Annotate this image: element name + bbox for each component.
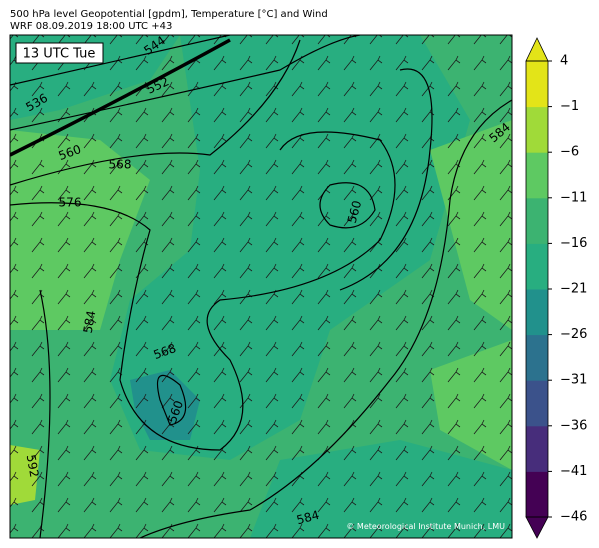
wind-barbs xyxy=(10,35,512,538)
contour xyxy=(10,38,231,157)
colorbar-band xyxy=(526,61,548,108)
map: 544 552 536 560 568 576 584 560 568 560 … xyxy=(10,35,512,538)
colorbar-band xyxy=(526,425,548,472)
contour-label: 584 xyxy=(81,309,99,334)
colorbar-band xyxy=(526,471,548,518)
colorbar-tick-label: −1 xyxy=(560,99,579,114)
colorbar-extend-top xyxy=(525,37,549,62)
contour xyxy=(319,182,376,229)
subtitle: WRF 08.09.2019 18:00 UTC +43 xyxy=(10,21,172,32)
time-label: 13 UTC Tue xyxy=(23,47,96,62)
colorbar-band xyxy=(526,334,548,381)
contour xyxy=(339,68,433,291)
contour xyxy=(10,131,396,451)
map-frame xyxy=(9,34,513,539)
colorbar-tick-label: 4 xyxy=(560,54,568,69)
time-box xyxy=(15,42,104,64)
colorbar-tick-label: −31 xyxy=(560,373,587,388)
credit: © Meteorological Institute Munich, LMU xyxy=(346,522,505,531)
colorbar-tick-label: −46 xyxy=(560,510,587,525)
contour xyxy=(139,99,512,538)
contour-label: 576 xyxy=(59,196,82,210)
contour-label: 592 xyxy=(24,453,42,478)
colorbar-tick-label: −16 xyxy=(560,236,587,251)
colorbar-tick-label: −11 xyxy=(560,190,587,205)
colorbar-tick-label: −6 xyxy=(560,145,579,160)
contour xyxy=(10,39,301,186)
colorbar-tick-label: −26 xyxy=(560,327,587,342)
contour xyxy=(10,35,231,86)
colorbar-band xyxy=(526,243,548,290)
contour xyxy=(39,289,51,538)
contour xyxy=(156,374,187,426)
colorbar-extend-bottom xyxy=(525,516,549,539)
colorbar-tick-label: −41 xyxy=(560,464,587,479)
colorbar-band xyxy=(526,197,548,244)
colorbar-tick-label: −21 xyxy=(560,282,587,297)
colorbar-band xyxy=(526,289,548,336)
contour-label: 568 xyxy=(109,158,132,172)
colorbar-band xyxy=(526,106,548,153)
contour-label: 560 xyxy=(345,199,364,225)
colorbar-band xyxy=(526,152,548,199)
title: 500 hPa level Geopotential [gpdm], Tempe… xyxy=(10,9,328,20)
contour xyxy=(10,35,361,131)
contour-label: 584 xyxy=(295,508,321,527)
colorbar: 4 −1 −6 −11 −16 −21 −26 −31 −36 −41 −46 xyxy=(525,37,587,539)
colorbar-band xyxy=(526,380,548,427)
colorbar-tick-label: −36 xyxy=(560,418,587,433)
